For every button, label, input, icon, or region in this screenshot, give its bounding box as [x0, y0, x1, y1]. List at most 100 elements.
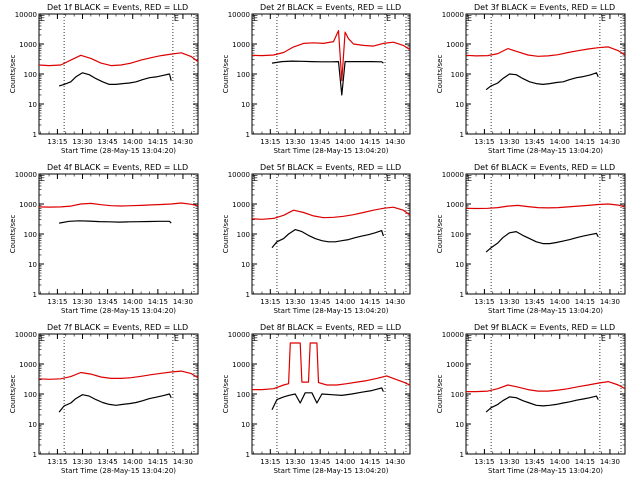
edge-marker: E	[601, 174, 606, 183]
x-tick-label: 14:00	[335, 138, 355, 146]
series-lld-line	[465, 203, 626, 210]
x-tick-label: 14:15	[575, 458, 595, 466]
x-tick-label: 13:30	[285, 138, 305, 146]
x-tick-label: 13:30	[499, 458, 519, 466]
x-tick-label: 14:00	[550, 138, 570, 146]
x-axis-label: Start Time (28-May-15 13:04:20)	[488, 467, 603, 475]
y-tick-label: 10	[241, 101, 250, 109]
plot-frame	[251, 333, 411, 455]
y-tick-label: 1	[33, 451, 37, 459]
x-axis-label: Start Time (28-May-15 13:04:20)	[488, 147, 603, 155]
x-tick-label: 13:45	[98, 458, 118, 466]
panel-1: Det 1f BLACK = Events, RED = LLD 1 10 100 10…	[9, 3, 199, 155]
edge-marker: E	[253, 334, 258, 343]
x-tick-label: 13:30	[72, 458, 92, 466]
y-tick-label: 100	[451, 231, 464, 239]
y-tick-label: 1000	[19, 361, 37, 369]
y-tick-label: 10	[455, 101, 464, 109]
x-tick-label: 14:00	[123, 298, 143, 306]
edge-marker: E	[386, 14, 391, 23]
edge-marker: E	[386, 334, 391, 343]
x-tick-label: 14:00	[335, 458, 355, 466]
y-tick-label: 100	[451, 71, 464, 79]
y-tick-label: 1	[246, 131, 250, 139]
x-tick-label: 14:30	[600, 458, 620, 466]
plot-frame	[251, 173, 411, 295]
panel-title: Det 9f BLACK = Events, RED = LLD	[474, 323, 615, 332]
y-tick-label: 10000	[228, 11, 250, 19]
x-tick-label: 13:45	[98, 138, 118, 146]
x-tick-label: 13:15	[474, 458, 494, 466]
x-tick-label: 14:30	[600, 298, 620, 306]
y-tick-label: 1	[460, 451, 464, 459]
y-tick-label: 1000	[446, 41, 464, 49]
x-tick-label: 14:30	[385, 298, 405, 306]
x-axis-label: Start Time (28-May-15 13:04:20)	[273, 147, 388, 155]
x-tick-label: 14:00	[123, 138, 143, 146]
plot-frame	[38, 173, 199, 295]
x-axis-label: Start Time (28-May-15 13:04:20)	[488, 307, 603, 315]
y-tick-label: 10000	[15, 171, 37, 179]
y-tick-label: 1	[460, 131, 464, 139]
panel-5: Det 5f BLACK = Events, RED = LLD 1 10 100 10…	[222, 163, 411, 315]
y-tick-label: 1000	[19, 41, 37, 49]
x-tick-label: 14:15	[575, 298, 595, 306]
x-tick-label: 13:45	[525, 138, 545, 146]
plot-frame	[465, 13, 626, 135]
y-tick-label: 1	[33, 291, 37, 299]
panel-6: Det 6f BLACK = Events, RED = LLD 1 10 100 10…	[436, 163, 626, 315]
x-tick-label: 14:15	[360, 298, 380, 306]
plot-frame	[38, 333, 199, 455]
x-tick-label: 14:30	[600, 138, 620, 146]
y-tick-label: 100	[24, 231, 37, 239]
x-tick-label: 14:30	[385, 458, 405, 466]
series-events-line	[271, 229, 384, 249]
x-tick-label: 13:30	[72, 138, 92, 146]
x-axis-label: Start Time (28-May-15 13:04:20)	[61, 147, 176, 155]
y-axis-label: Counts/sec	[436, 55, 444, 94]
y-axis-label: Counts/sec	[222, 375, 230, 414]
x-axis-label: Start Time (28-May-15 13:04:20)	[61, 307, 176, 315]
y-axis-label: Counts/sec	[9, 55, 17, 94]
series-lld-line	[38, 202, 199, 208]
x-tick-label: 14:00	[550, 458, 570, 466]
edge-marker: E	[40, 334, 45, 343]
series-events-line	[58, 72, 172, 87]
x-tick-label: 14:00	[335, 298, 355, 306]
x-tick-label: 13:15	[260, 458, 280, 466]
x-tick-label: 14:00	[123, 458, 143, 466]
panel-title: Det 7f BLACK = Events, RED = LLD	[47, 323, 188, 332]
x-tick-label: 13:45	[525, 298, 545, 306]
edge-marker: E	[40, 14, 45, 23]
panel-title: Det 4f BLACK = Events, RED = LLD	[47, 163, 188, 172]
series-lld-line	[252, 342, 411, 391]
x-tick-label: 13:45	[310, 138, 330, 146]
edge-marker: E	[467, 334, 472, 343]
y-axis-label: Counts/sec	[9, 375, 17, 414]
x-tick-label: 14:15	[360, 138, 380, 146]
x-tick-label: 13:30	[285, 458, 305, 466]
y-tick-label: 10	[28, 421, 37, 429]
series-lld-line	[38, 370, 199, 380]
x-tick-label: 13:30	[499, 298, 519, 306]
x-tick-label: 14:15	[148, 458, 168, 466]
y-tick-label: 1000	[446, 361, 464, 369]
x-tick-label: 13:15	[47, 138, 67, 146]
x-tick-label: 14:30	[173, 298, 193, 306]
x-tick-label: 13:45	[310, 298, 330, 306]
y-axis-label: Counts/sec	[222, 215, 230, 254]
y-tick-label: 10	[241, 261, 250, 269]
panel-9: Det 9f BLACK = Events, RED = LLD 1 10 100 10…	[436, 323, 626, 475]
y-tick-label: 10000	[15, 331, 37, 339]
x-tick-label: 14:00	[550, 298, 570, 306]
y-tick-label: 10	[28, 101, 37, 109]
panel-2: Det 2f BLACK = Events, RED = LLD 1 10 100 10…	[222, 3, 411, 155]
y-tick-label: 10	[28, 261, 37, 269]
y-axis-label: Counts/sec	[436, 215, 444, 254]
y-tick-label: 1	[246, 451, 250, 459]
series-events-line	[485, 395, 599, 413]
edge-marker: E	[601, 14, 606, 23]
edge-marker: E	[601, 334, 606, 343]
panel-7: Det 7f BLACK = Events, RED = LLD 1 10 100 10…	[9, 323, 199, 475]
